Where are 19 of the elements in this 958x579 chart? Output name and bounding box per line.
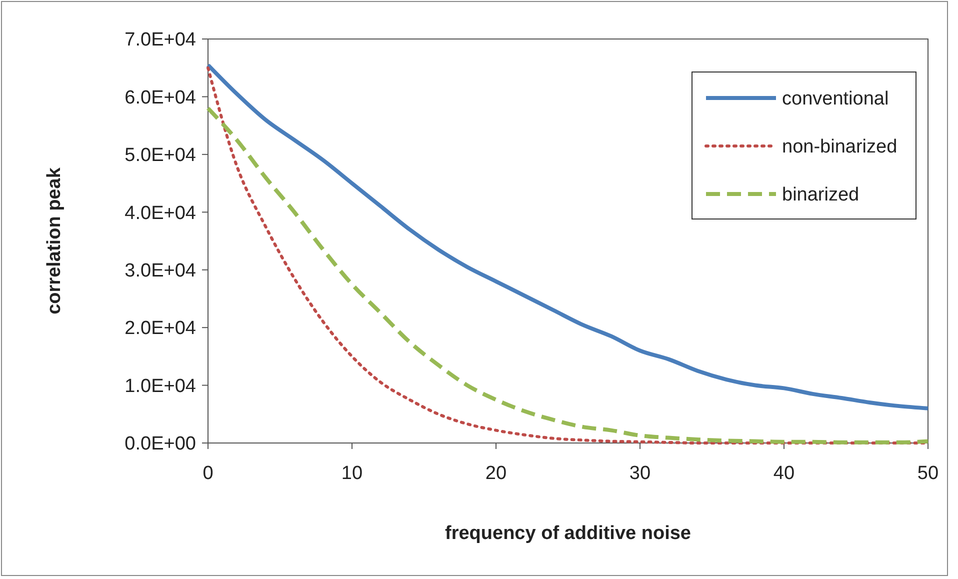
x-tick-label: 30: [629, 463, 651, 484]
y-tick-label: 0.0E+00: [124, 434, 196, 455]
y-tick-label: 3.0E+04: [124, 260, 196, 282]
x-tick-label: 0: [202, 463, 214, 484]
legend-label: conventional: [782, 88, 889, 110]
y-tick-label: 4.0E+04: [124, 202, 196, 224]
y-tick-label: 1.0E+04: [124, 376, 196, 397]
x-tick-label: 40: [773, 463, 795, 484]
x-tick-label: 20: [485, 463, 507, 484]
legend-label: binarized: [782, 184, 860, 206]
y-tick-label: 2.0E+04: [124, 318, 196, 340]
y-tick-label: 6.0E+04: [124, 87, 196, 108]
y-tick-label: 7.0E+04: [124, 30, 196, 51]
y-tick-label: 5.0E+04: [124, 145, 196, 166]
x-tick-label: 10: [341, 463, 363, 484]
x-tick-label: 50: [917, 463, 939, 484]
x-axis-title: frequency of additive noise: [445, 523, 691, 544]
legend-label: non-binarized: [782, 136, 898, 158]
y-axis-title: correlation peak: [44, 167, 65, 314]
